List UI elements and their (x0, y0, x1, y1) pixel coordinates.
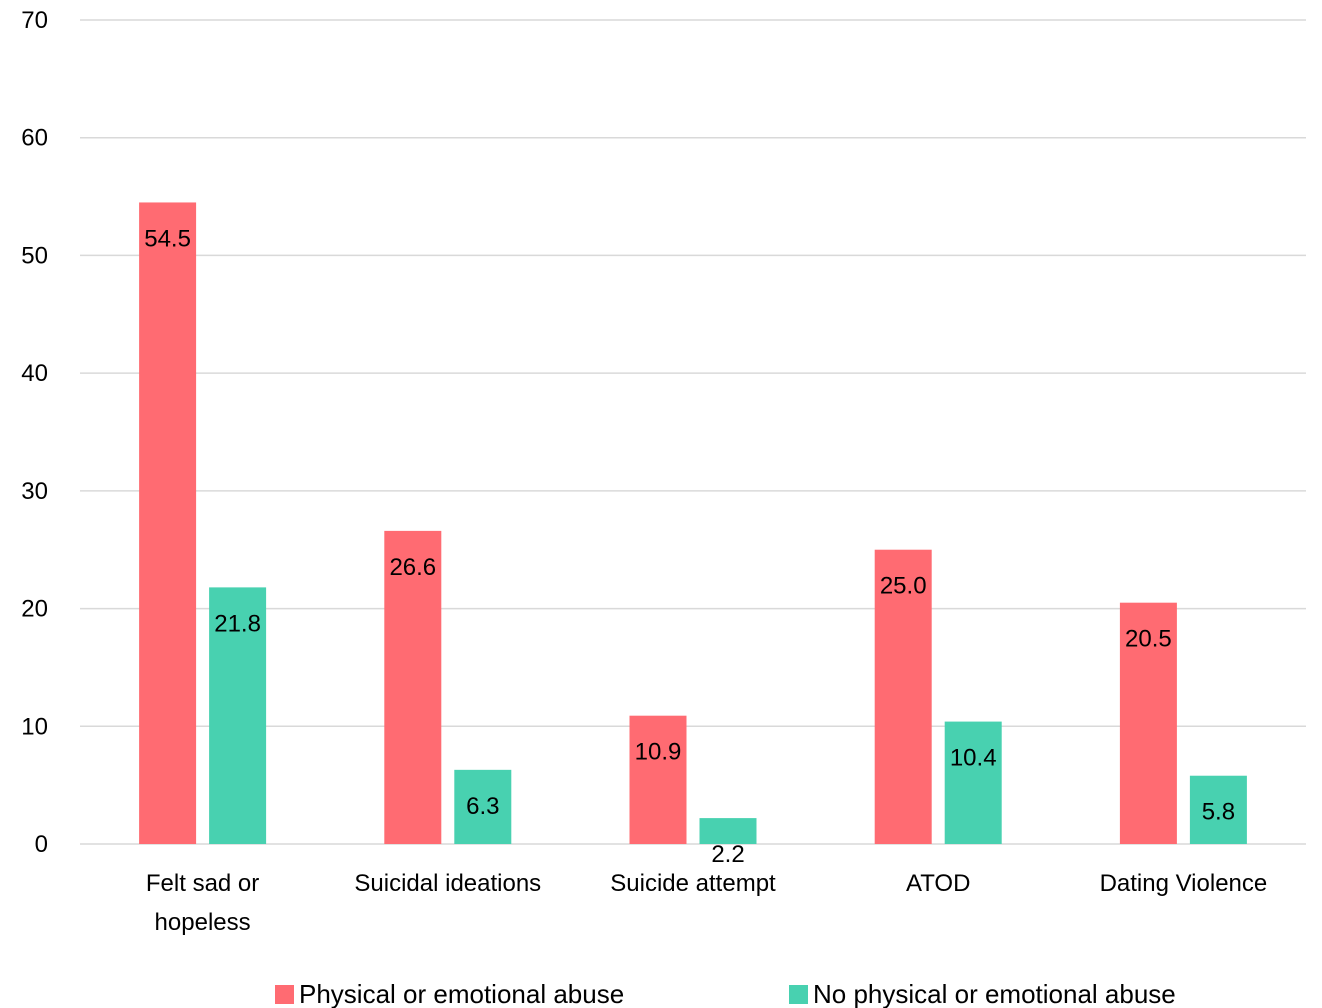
bar-series-1-cat-2 (699, 818, 757, 844)
x-category-label: Felt sad or (146, 870, 259, 897)
bar-series-0-cat-0 (139, 202, 197, 844)
data-label: 6.3 (466, 793, 499, 820)
y-tick-label: 60 (21, 125, 48, 152)
data-label: 10.9 (635, 739, 682, 766)
bar-series-0-cat-3 (874, 549, 932, 844)
bar-series-0-cat-4 (1119, 602, 1177, 844)
data-label: 21.8 (214, 610, 261, 637)
data-label: 25.0 (880, 573, 927, 600)
y-tick-label: 40 (21, 360, 48, 387)
y-tick-label: 10 (21, 713, 48, 740)
bar-series-0-cat-1 (384, 530, 442, 844)
data-label: 2.2 (711, 841, 744, 868)
legend-swatch (789, 985, 808, 1004)
data-label: 54.5 (144, 225, 191, 252)
gridlines (80, 19, 1306, 845)
bars (139, 202, 1247, 844)
y-tick-label: 0 (35, 831, 48, 858)
x-category-label: Suicide attempt (610, 870, 776, 897)
y-tick-label: 50 (21, 242, 48, 269)
x-category-label: ATOD (906, 870, 970, 897)
y-tick-label: 70 (21, 7, 48, 34)
legend-swatch (275, 985, 294, 1004)
legend-label: No physical or emotional abuse (813, 979, 1176, 1008)
y-tick-label: 30 (21, 478, 48, 505)
bar-series-1-cat-0 (209, 587, 267, 844)
data-label: 20.5 (1125, 626, 1172, 653)
legend: Physical or emotional abuse No physical o… (275, 979, 1176, 1008)
bar-series-1-cat-4 (1189, 775, 1247, 844)
bar-series-0-cat-2 (629, 715, 687, 844)
data-label: 10.4 (950, 745, 997, 772)
legend-label: Physical or emotional abuse (299, 979, 624, 1008)
x-category-label: Dating Violence (1100, 870, 1268, 897)
bar-series-1-cat-3 (944, 721, 1002, 844)
data-labels: 54.5 21.8 26.6 6.3 10.9 2.2 25.0 10.4 20.5 5.8 (144, 225, 1235, 868)
y-tick-label: 20 (21, 596, 48, 623)
x-axis-categories: Felt sad or hopeless Suicidal ideations Sui… (146, 870, 1267, 936)
x-category-label: hopeless (155, 909, 251, 936)
x-category-label: Suicidal ideations (354, 870, 541, 897)
data-label: 26.6 (389, 554, 436, 581)
y-axis-ticks: 0 10 20 30 40 50 60 70 (21, 7, 48, 858)
data-label: 5.8 (1202, 799, 1235, 826)
bar-series-1-cat-1 (454, 769, 512, 844)
